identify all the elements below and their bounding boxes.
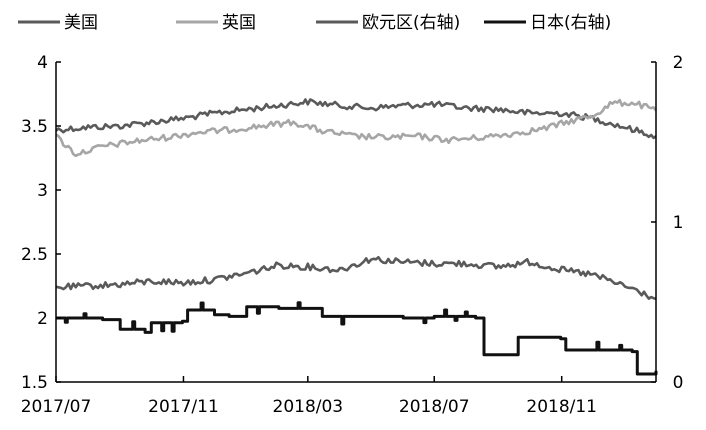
- right-tick-label: 2: [673, 53, 684, 73]
- legend-label-1: 英国: [222, 13, 256, 33]
- left-tick-label: 2.5: [21, 245, 48, 265]
- legend: 美国 英国 欧元区(右轴) 日本(右轴): [18, 13, 611, 33]
- legend-label-3: 日本(右轴): [530, 13, 611, 33]
- series-line-2: [55, 255, 657, 301]
- series-line-0: [55, 98, 657, 140]
- left-tick-label: 1.5: [21, 373, 48, 393]
- x-tick-label: 2018/07: [399, 397, 470, 417]
- plot-area: [55, 98, 658, 376]
- right-tick-label: 0: [673, 373, 684, 393]
- left-axis: 1.5 2 2.5 3 3.5 4: [21, 53, 61, 393]
- legend-label-0: 美国: [64, 13, 98, 33]
- left-tick-label: 3: [37, 181, 48, 201]
- x-tick-label: 2017/11: [148, 397, 219, 417]
- x-axis: 2017/07 2017/11 2018/03 2018/07 2018/11: [21, 376, 656, 417]
- left-tick-label: 3.5: [21, 117, 48, 137]
- legend-label-2: 欧元区(右轴): [362, 13, 460, 33]
- x-tick-label: 2018/03: [273, 397, 344, 417]
- left-tick-label: 2: [37, 309, 48, 329]
- series-line-1: [55, 98, 658, 158]
- x-tick-label: 2017/07: [21, 397, 92, 417]
- left-tick-label: 4: [37, 53, 48, 73]
- series-line-3: [56, 301, 658, 376]
- right-tick-label: 1: [673, 213, 684, 233]
- right-axis: 0 1 2: [651, 53, 683, 393]
- x-tick-label: 2018/11: [526, 397, 597, 417]
